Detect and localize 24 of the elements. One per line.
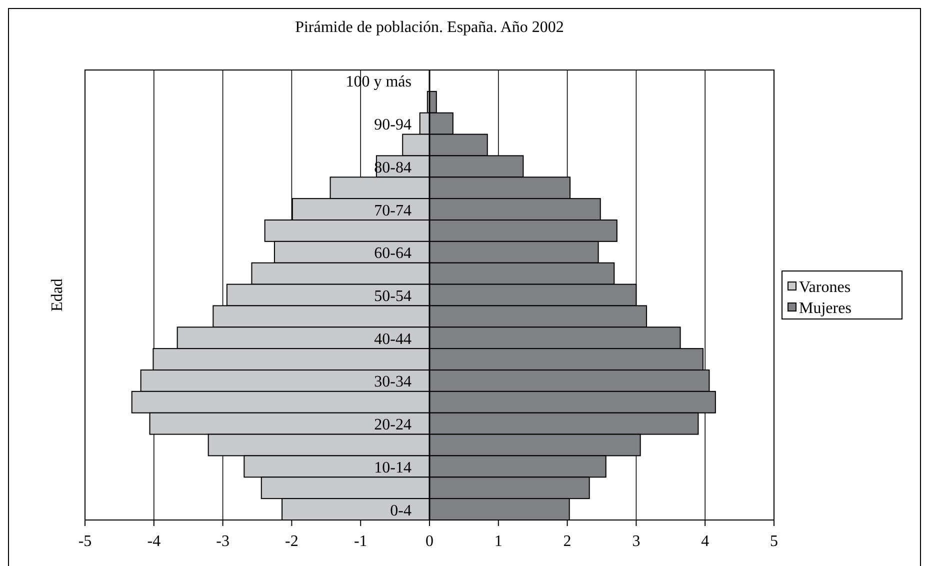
x-tick-label: -1 [354,533,368,550]
x-tick-label: 1 [494,533,502,550]
x-tick-label: -5 [78,533,92,550]
x-tick-label: 5 [770,533,778,550]
y-tick-label: 50-54 [374,288,412,305]
y-tick-label: 10-14 [374,459,412,476]
legend-label: Varones [799,279,851,296]
x-tick-label: 3 [632,533,640,550]
y-tick-label: 90-94 [374,116,412,134]
y-tick-label: 30-34 [374,374,412,391]
legend-label: Mujeres [799,300,852,317]
x-tick-label: -2 [285,533,298,550]
x-tick-label: 0 [426,533,434,550]
x-tick-label: 4 [701,533,710,550]
y-tick-label: 40-44 [374,330,412,348]
x-tick-label: 2 [563,533,572,550]
chart-title: Pirámide de población. España. Año 2002 [295,19,564,36]
y-axis-title: Edad [49,278,66,312]
y-tick-label: 20-24 [374,416,412,434]
x-tick-label: -3 [216,533,230,550]
y-tick-label: 0-4 [390,502,412,520]
x-tick-label: -4 [147,533,161,550]
y-tick-label: 70-74 [374,202,412,220]
y-tick-label: 60-64 [374,245,412,262]
